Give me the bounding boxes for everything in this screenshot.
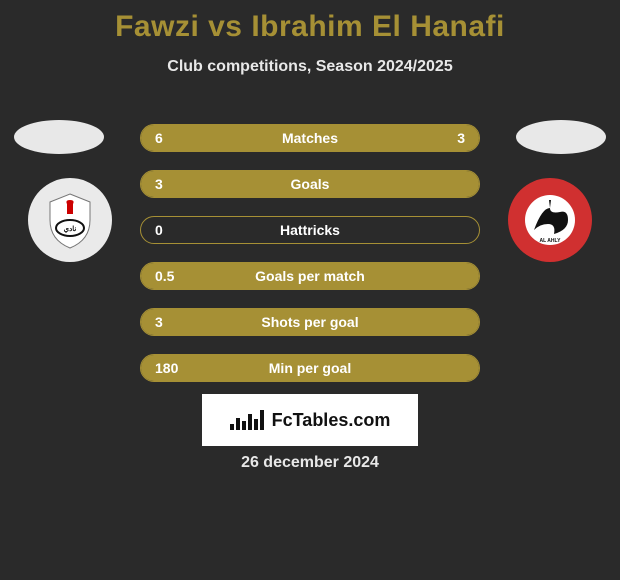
page-title: Fawzi vs Ibrahim El Hanafi — [0, 0, 620, 44]
player-photo-right — [516, 120, 606, 154]
player-photo-left — [14, 120, 104, 154]
stat-value-right: 3 — [419, 130, 479, 146]
stat-bar-matches: 6 Matches 3 — [140, 124, 480, 152]
stat-bar-goals-per-match: 0.5 Goals per match — [140, 262, 480, 290]
stat-label: Shots per goal — [201, 314, 419, 330]
stat-label: Goals — [201, 176, 419, 192]
stats-bars: 6 Matches 3 3 Goals 0 Hattricks 0.5 Goal… — [140, 124, 480, 400]
club-badge-left: نادي — [28, 178, 112, 262]
stat-label: Hattricks — [201, 222, 419, 238]
stat-value-left: 0 — [141, 222, 201, 238]
subtitle: Club competitions, Season 2024/2025 — [0, 58, 620, 76]
stat-value-left: 180 — [141, 360, 201, 376]
stat-label: Matches — [201, 130, 419, 146]
stat-bar-shots-per-goal: 3 Shots per goal — [140, 308, 480, 336]
footer-date: 26 december 2024 — [0, 454, 620, 472]
site-name: FcTables.com — [272, 410, 391, 431]
bars-icon — [230, 410, 264, 430]
stat-value-left: 3 — [141, 314, 201, 330]
stat-label: Min per goal — [201, 360, 419, 376]
svg-text:نادي: نادي — [64, 225, 77, 234]
stat-value-left: 3 — [141, 176, 201, 192]
stat-bar-hattricks: 0 Hattricks — [140, 216, 480, 244]
stat-bar-goals: 3 Goals — [140, 170, 480, 198]
site-logo: FcTables.com — [202, 394, 418, 446]
stat-value-left: 6 — [141, 130, 201, 146]
stat-bar-min-per-goal: 180 Min per goal — [140, 354, 480, 382]
stat-value-left: 0.5 — [141, 268, 201, 284]
stat-label: Goals per match — [201, 268, 419, 284]
club-badge-right: AL AHLY — [508, 178, 592, 262]
svg-text:AL AHLY: AL AHLY — [540, 238, 562, 244]
